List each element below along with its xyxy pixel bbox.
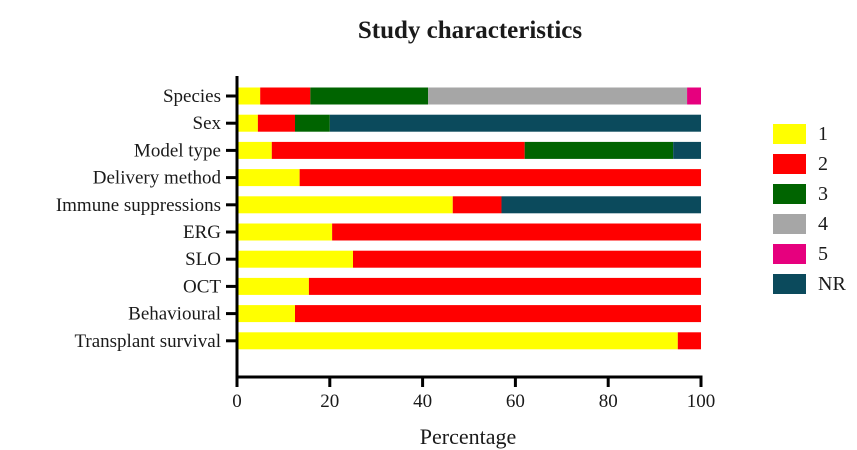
bar-transplant-survival-series-1 xyxy=(237,332,678,350)
legend: 1 2 3 4 5 NR xyxy=(773,123,846,295)
category-labels: Species Sex Model type Delivery method Immun… xyxy=(56,86,222,352)
bar-species-series-4 xyxy=(428,87,688,105)
bar-model-type-series-3 xyxy=(524,141,674,159)
bar-oct-series-2 xyxy=(308,277,701,295)
bar-delivery-method-series-1 xyxy=(237,169,300,187)
bar-behavioural-series-1 xyxy=(237,305,295,323)
bar-sex-series-3 xyxy=(295,114,330,132)
legend-swatch-nr xyxy=(773,274,806,294)
bar-model-type-series-nr xyxy=(673,141,701,159)
legend-label-4: 4 xyxy=(818,213,828,235)
category-label-oct: OCT xyxy=(183,276,221,297)
bar-slo-series-2 xyxy=(353,250,701,268)
x-tick-labels: 0 20 40 60 80 100 xyxy=(232,391,715,412)
x-tick-label-0: 0 xyxy=(232,391,242,412)
axes-layer xyxy=(226,76,703,387)
bar-slo-series-1 xyxy=(237,250,353,268)
legend-label-3: 3 xyxy=(818,183,828,205)
category-label-model-type: Model type xyxy=(134,140,221,161)
category-label-delivery-method: Delivery method xyxy=(93,168,222,189)
legend-label-1: 1 xyxy=(818,123,828,145)
category-label-slo: SLO xyxy=(185,249,221,270)
bar-behavioural-series-2 xyxy=(295,305,701,323)
bar-species-series-2 xyxy=(260,87,311,105)
bar-species-series-1 xyxy=(237,87,261,105)
bar-delivery-method-series-2 xyxy=(299,169,701,187)
bar-sex-series-nr xyxy=(329,114,701,132)
bar-erg-series-1 xyxy=(237,223,333,241)
legend-label-5: 5 xyxy=(818,243,828,265)
x-tick-label-100: 100 xyxy=(687,391,716,412)
category-label-species: Species xyxy=(163,86,221,107)
x-tick-label-80: 80 xyxy=(599,391,618,412)
legend-swatch-2 xyxy=(773,154,806,174)
x-tick-label-20: 20 xyxy=(320,391,339,412)
category-label-erg: ERG xyxy=(183,222,221,243)
bar-model-type-series-1 xyxy=(237,141,272,159)
legend-swatch-4 xyxy=(773,214,806,234)
bar-erg-series-2 xyxy=(332,223,701,241)
x-tick-label-40: 40 xyxy=(413,391,432,412)
legend-swatch-3 xyxy=(773,184,806,204)
legend-swatch-1 xyxy=(773,124,806,144)
bars-layer xyxy=(237,87,701,350)
category-label-transplant-survival: Transplant survival xyxy=(74,331,221,352)
category-label-sex: Sex xyxy=(193,113,222,134)
category-label-behavioural: Behavioural xyxy=(128,304,221,325)
bar-immune-suppressions-series-1 xyxy=(237,196,453,214)
x-axis-label: Percentage xyxy=(420,424,517,449)
bar-immune-suppressions-series-nr xyxy=(501,196,701,214)
bar-model-type-series-2 xyxy=(271,141,525,159)
legend-label-nr: NR xyxy=(818,273,846,295)
legend-swatch-5 xyxy=(773,244,806,264)
chart-title: Study characteristics xyxy=(358,17,583,44)
bar-species-series-5 xyxy=(687,87,701,105)
bar-oct-series-1 xyxy=(237,277,309,295)
bar-immune-suppressions-series-2 xyxy=(452,196,502,214)
category-label-immune-suppressions: Immune suppressions xyxy=(56,195,221,216)
bar-sex-series-2 xyxy=(257,114,295,132)
x-tick-label-60: 60 xyxy=(506,391,525,412)
bar-sex-series-1 xyxy=(237,114,258,132)
bar-transplant-survival-series-2 xyxy=(677,332,701,350)
bar-species-series-3 xyxy=(310,87,429,105)
legend-label-2: 2 xyxy=(818,153,828,175)
